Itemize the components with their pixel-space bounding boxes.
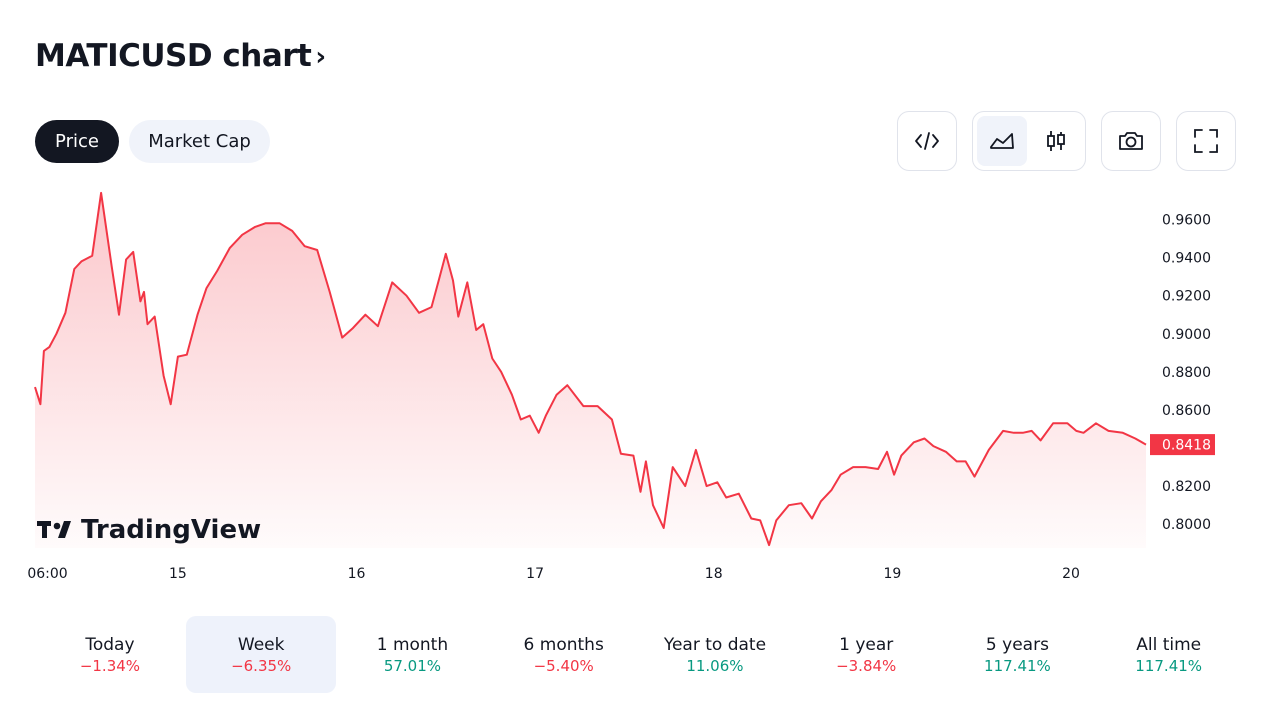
tab-price-label: Price: [55, 131, 99, 152]
period-all-time[interactable]: All time 117.41%: [1094, 616, 1244, 693]
period-selector: Today −1.34% Week −6.35% 1 month 57.01% 6 mont…: [35, 616, 1245, 693]
period-6-months[interactable]: 6 months −5.40%: [489, 616, 639, 693]
camera-icon: [1119, 132, 1143, 150]
y-tick-label: 0.9400: [1162, 251, 1211, 267]
last-price-marker: 0.8418: [1150, 434, 1215, 456]
y-tick-label: 0.8800: [1162, 365, 1211, 381]
period-1-month[interactable]: 1 month 57.01%: [338, 616, 488, 693]
candlestick-button[interactable]: [1031, 116, 1081, 166]
y-tick-label: 0.8000: [1162, 517, 1211, 533]
period-year-to-date[interactable]: Year to date 11.06%: [640, 616, 790, 693]
chart-style-toggle: [972, 111, 1086, 171]
snapshot-button[interactable]: [1101, 111, 1161, 171]
price-chart[interactable]: 0.9600 0.9400 0.9200 0.9000 0.8800 0.8600 0.82…: [0, 185, 1280, 595]
embed-button[interactable]: [897, 111, 957, 171]
period-label: 1 month: [376, 634, 449, 655]
period-change: −3.84%: [836, 656, 897, 675]
x-tick-label: 18: [705, 566, 723, 582]
period-label: 5 years: [985, 634, 1049, 655]
period-change: −1.34%: [79, 656, 141, 675]
y-tick-label: 0.8200: [1162, 479, 1211, 495]
x-tick-label: 15: [169, 566, 187, 582]
x-axis: 06:00 15 16 17 18 19 20: [27, 566, 1080, 582]
chevron-right-icon: ›: [315, 42, 326, 72]
y-tick-label: 0.9600: [1162, 213, 1211, 229]
period-change: 57.01%: [383, 656, 442, 675]
period-change: 11.06%: [686, 656, 744, 675]
x-tick-label: 19: [883, 566, 901, 582]
x-tick-label: 16: [348, 566, 366, 582]
period-today[interactable]: Today −1.34%: [35, 616, 185, 693]
tradingview-logo-icon: [37, 521, 71, 538]
period-label: Year to date: [663, 634, 767, 655]
tab-market-cap[interactable]: Market Cap: [129, 120, 270, 163]
period-label: Week: [237, 634, 285, 655]
x-tick-label: 20: [1062, 566, 1080, 582]
last-price-badge: [1150, 434, 1215, 456]
fullscreen-icon: [1194, 129, 1218, 153]
x-tick-label: 06:00: [27, 566, 67, 582]
tradingview-logo-text: TradingView: [81, 515, 261, 545]
area-chart-icon: [990, 133, 1014, 149]
period-label: Today: [85, 634, 135, 655]
tab-market-cap-label: Market Cap: [148, 131, 251, 152]
period-5-years[interactable]: 5 years 117.41%: [943, 616, 1093, 693]
x-tick-label: 17: [526, 566, 544, 582]
y-tick-label: 0.9000: [1162, 327, 1211, 343]
tab-price[interactable]: Price: [35, 120, 119, 163]
period-label: 1 year: [839, 634, 894, 655]
y-tick-label: 0.9200: [1162, 289, 1211, 305]
period-week[interactable]: Week −6.35%: [186, 616, 337, 693]
area-chart-button[interactable]: [977, 116, 1027, 166]
candlestick-icon: [1047, 131, 1065, 151]
period-label: 6 months: [523, 634, 604, 655]
y-axis: 0.9600 0.9400 0.9200 0.9000 0.8800 0.8600 0.82…: [1162, 213, 1211, 534]
tradingview-logo: TradingView: [37, 515, 261, 545]
embed-code-icon: [915, 132, 939, 150]
chart-title-link[interactable]: MATICUSD chart ›: [35, 38, 326, 74]
last-price-label: 0.8418: [1162, 438, 1211, 454]
period-change: 117.41%: [1135, 656, 1203, 675]
y-tick-label: 0.8600: [1162, 403, 1211, 419]
period-change: −6.35%: [231, 656, 292, 675]
price-line: [34, 191, 1147, 547]
fullscreen-button[interactable]: [1176, 111, 1236, 171]
page-title: MATICUSD chart: [35, 38, 312, 74]
period-1-year[interactable]: 1 year −3.84%: [791, 616, 941, 693]
period-change: 117.41%: [984, 656, 1051, 675]
price-area-fill: [35, 192, 1146, 548]
period-label: All time: [1136, 634, 1202, 655]
period-change: −5.40%: [533, 656, 594, 675]
